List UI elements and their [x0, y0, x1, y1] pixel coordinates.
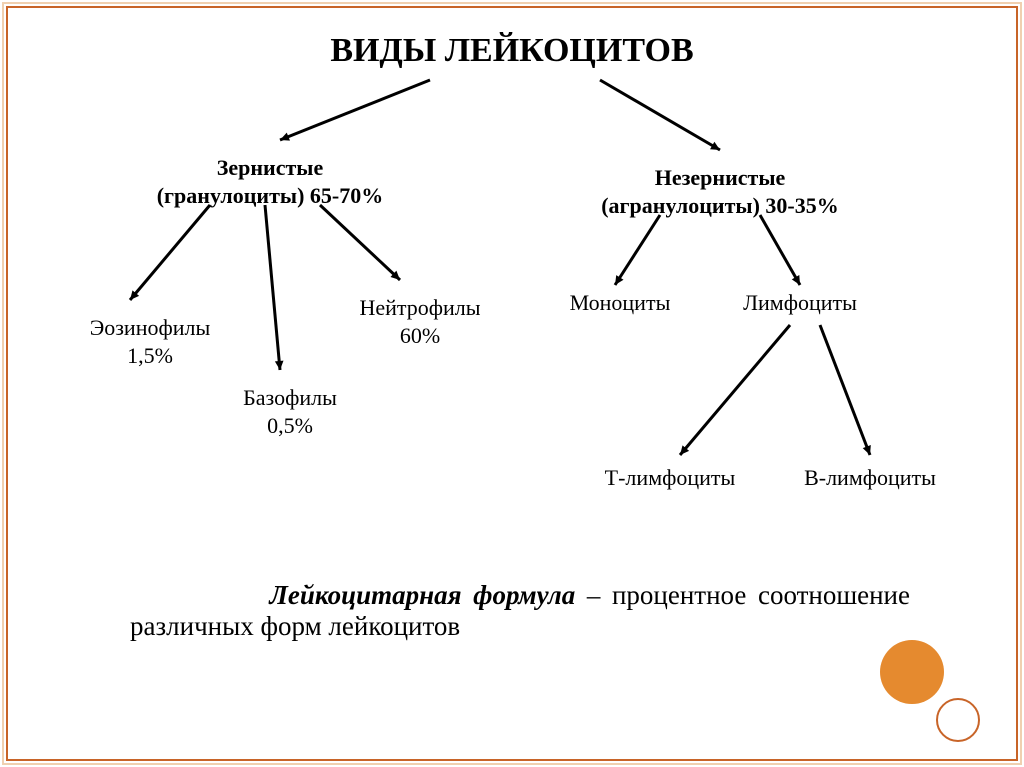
- node-b-lymphocytes: В-лимфоциты: [730, 464, 1010, 492]
- node-agranular-line2: (агранулоциты) 30-35%: [580, 192, 860, 220]
- node-granular: Зернистые (гранулоциты) 65-70%: [130, 154, 410, 209]
- node-eosinophils: Эозинофилы 1,5%: [10, 314, 290, 369]
- node-agranular: Незернистые (агранулоциты) 30-35%: [580, 164, 860, 219]
- definition-indent: [130, 580, 269, 610]
- node-granular-line2: (гранулоциты) 65-70%: [130, 182, 410, 210]
- deco-circle-filled: [880, 640, 944, 704]
- node-neutrophils-line2: 60%: [280, 322, 560, 350]
- node-basophils-line2: 0,5%: [150, 412, 430, 440]
- definition-text: Лейкоцитарная формула – процентное соотн…: [130, 580, 910, 642]
- node-agranular-line1: Незернистые: [580, 164, 860, 192]
- node-basophils: Базофилы 0,5%: [150, 384, 430, 439]
- deco-circle-outline: [936, 698, 980, 742]
- node-lymphocytes-line1: Лимфоциты: [660, 289, 940, 317]
- node-basophils-line1: Базофилы: [150, 384, 430, 412]
- node-b-line1: В-лимфоциты: [730, 464, 1010, 492]
- node-lymphocytes: Лимфоциты: [660, 289, 940, 317]
- node-eosinophils-line2: 1,5%: [10, 342, 290, 370]
- slide-title: ВИДЫ ЛЕЙКОЦИТОВ: [0, 32, 1024, 70]
- node-eosinophils-line1: Эозинофилы: [10, 314, 290, 342]
- node-granular-line1: Зернистые: [130, 154, 410, 182]
- definition-term: Лейкоцитарная формула: [269, 580, 575, 610]
